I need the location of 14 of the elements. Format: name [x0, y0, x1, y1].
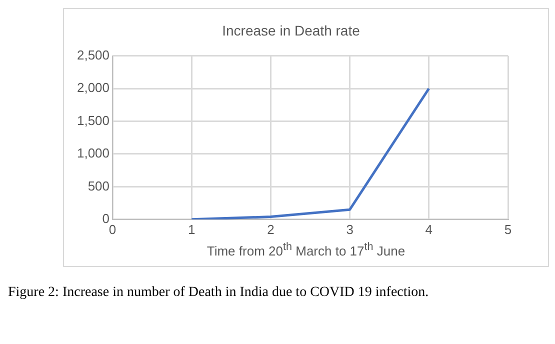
x-tick-label: 1 — [188, 222, 196, 237]
y-tick-label: 1,000 — [76, 146, 110, 161]
y-tick-label: 2,000 — [76, 80, 110, 96]
x-axis-title: Time from 20$^{th}$ March to 17$^{th}$ June — [206, 241, 406, 258]
y-tick-label: 2,500 — [76, 47, 110, 62]
x-tick-label: 2 — [267, 222, 274, 237]
x-tick-label: 3 — [346, 222, 354, 237]
x-tick-label: 4 — [425, 222, 433, 237]
y-tick-label: 0 — [102, 210, 110, 226]
caption: Figure 2: Increase in number of Death in India due to COVID 19 infection. — [8, 285, 430, 302]
chart-title: Increase in Death rate — [222, 22, 360, 38]
y-tick-label: 500 — [88, 178, 110, 194]
x-tick-label: 5 — [504, 222, 512, 237]
y-tick-label: 1,500 — [76, 112, 110, 128]
